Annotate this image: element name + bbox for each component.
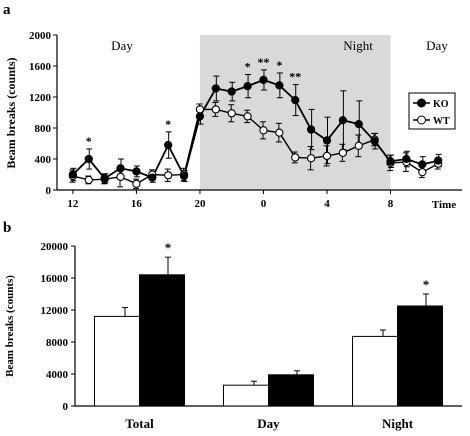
wt-point xyxy=(338,148,348,157)
wt-point xyxy=(195,105,205,114)
ko-point xyxy=(434,156,443,165)
panel-b-letter: b xyxy=(3,220,11,236)
legend-ko-label: KO xyxy=(433,99,449,110)
significance-marker: * xyxy=(245,60,251,74)
ko-point xyxy=(211,84,220,93)
ko-point xyxy=(402,154,411,164)
x-tick-label-a: 16 xyxy=(131,198,143,210)
ko-point xyxy=(179,171,189,181)
significance-marker-b: * xyxy=(165,240,172,255)
y-tick-label-b: 20000 xyxy=(41,241,69,253)
wt-point xyxy=(84,175,93,185)
ko-point xyxy=(354,119,363,129)
bar-night-black xyxy=(397,305,443,407)
wt-point xyxy=(211,105,220,114)
x-tick-label-a: 4 xyxy=(324,198,330,210)
y-tick-label-a: 800 xyxy=(35,123,52,135)
y-tick-label-b: 0 xyxy=(63,401,69,413)
x-tick-label-a: 20 xyxy=(194,198,206,210)
ko-point xyxy=(291,95,300,105)
bar-night-white xyxy=(352,335,398,407)
x-tick-label-a: 0 xyxy=(261,198,267,210)
wt-point xyxy=(116,172,125,181)
wt-point xyxy=(227,109,236,118)
y-tick-label-a: 400 xyxy=(35,154,52,166)
y-tick-label-a: 0 xyxy=(46,185,52,197)
ko-point xyxy=(418,160,427,169)
ko-point xyxy=(275,81,284,90)
ko-point xyxy=(370,137,379,146)
ko-point xyxy=(227,87,236,96)
y-tick-label-a: 1200 xyxy=(29,92,52,104)
period-label-night: Night xyxy=(343,38,373,53)
wt-point xyxy=(275,128,284,137)
ko-point xyxy=(164,140,173,150)
panel-a-letter: a xyxy=(3,2,11,18)
ko-point xyxy=(386,157,395,166)
ko-point xyxy=(195,112,205,121)
ko-point xyxy=(68,170,78,179)
panel-b: b Beam breaks (counts) 0 4000 8000 12000 160… xyxy=(3,220,462,431)
x-tick-label-a: 8 xyxy=(388,198,394,210)
ko-point xyxy=(338,116,348,125)
ko-point xyxy=(306,125,316,134)
significance-marker: ** xyxy=(257,55,269,69)
wt-point xyxy=(291,153,300,162)
significance-marker: * xyxy=(276,58,282,72)
x-axis-label: Time xyxy=(432,199,456,211)
period-label-day-1: Day xyxy=(111,38,133,53)
wt-point xyxy=(306,154,316,163)
ko-point xyxy=(116,164,125,173)
wt-point xyxy=(164,171,173,180)
bar-day-black xyxy=(268,374,314,407)
wt-point xyxy=(354,141,363,150)
bar-total-white xyxy=(94,315,140,407)
wt-point xyxy=(243,112,252,121)
y-axis-label-a: Beam breaks (counts) xyxy=(4,57,18,168)
category-label: Day xyxy=(257,416,280,431)
significance-marker-b: * xyxy=(423,277,430,292)
wt-point xyxy=(259,126,268,135)
significance-marker: * xyxy=(165,117,171,131)
panel-a: a Day Night Day Beam breaks (counts) Tim… xyxy=(3,2,462,211)
wt-point xyxy=(132,179,141,188)
significance-marker: * xyxy=(86,134,92,148)
y-tick-label-b: 4000 xyxy=(46,369,69,381)
wt-point xyxy=(418,168,427,177)
legend-wt-label: WT xyxy=(433,116,450,127)
y-tick-label-b: 16000 xyxy=(41,273,69,285)
y-tick-label-b: 12000 xyxy=(41,305,69,317)
ko-point xyxy=(84,154,93,164)
y-tick-label-b: 8000 xyxy=(46,337,69,349)
ko-point xyxy=(100,174,109,183)
legend-wt-marker xyxy=(417,115,426,125)
bar-day-white xyxy=(223,384,269,407)
y-axis-label-b: Beam breaks (counts) xyxy=(4,275,16,377)
y-tick-label-a: 1600 xyxy=(29,61,52,73)
ko-point xyxy=(243,82,252,91)
significance-marker: ** xyxy=(289,70,301,84)
y-tick-label-a: 2000 xyxy=(29,30,52,42)
bar-total-black xyxy=(139,274,185,407)
legend: KO WT xyxy=(408,92,456,130)
x-tick-label-a: 12 xyxy=(67,198,79,210)
legend-box xyxy=(408,92,456,130)
wt-point xyxy=(322,151,332,161)
ko-point xyxy=(322,136,332,145)
ko-point xyxy=(132,167,141,176)
category-label: Night xyxy=(382,416,414,431)
legend-ko-marker xyxy=(417,98,426,108)
period-label-day-2: Day xyxy=(426,38,448,53)
ko-point xyxy=(259,75,268,85)
category-label: Total xyxy=(125,416,154,431)
ko-point xyxy=(148,173,157,182)
